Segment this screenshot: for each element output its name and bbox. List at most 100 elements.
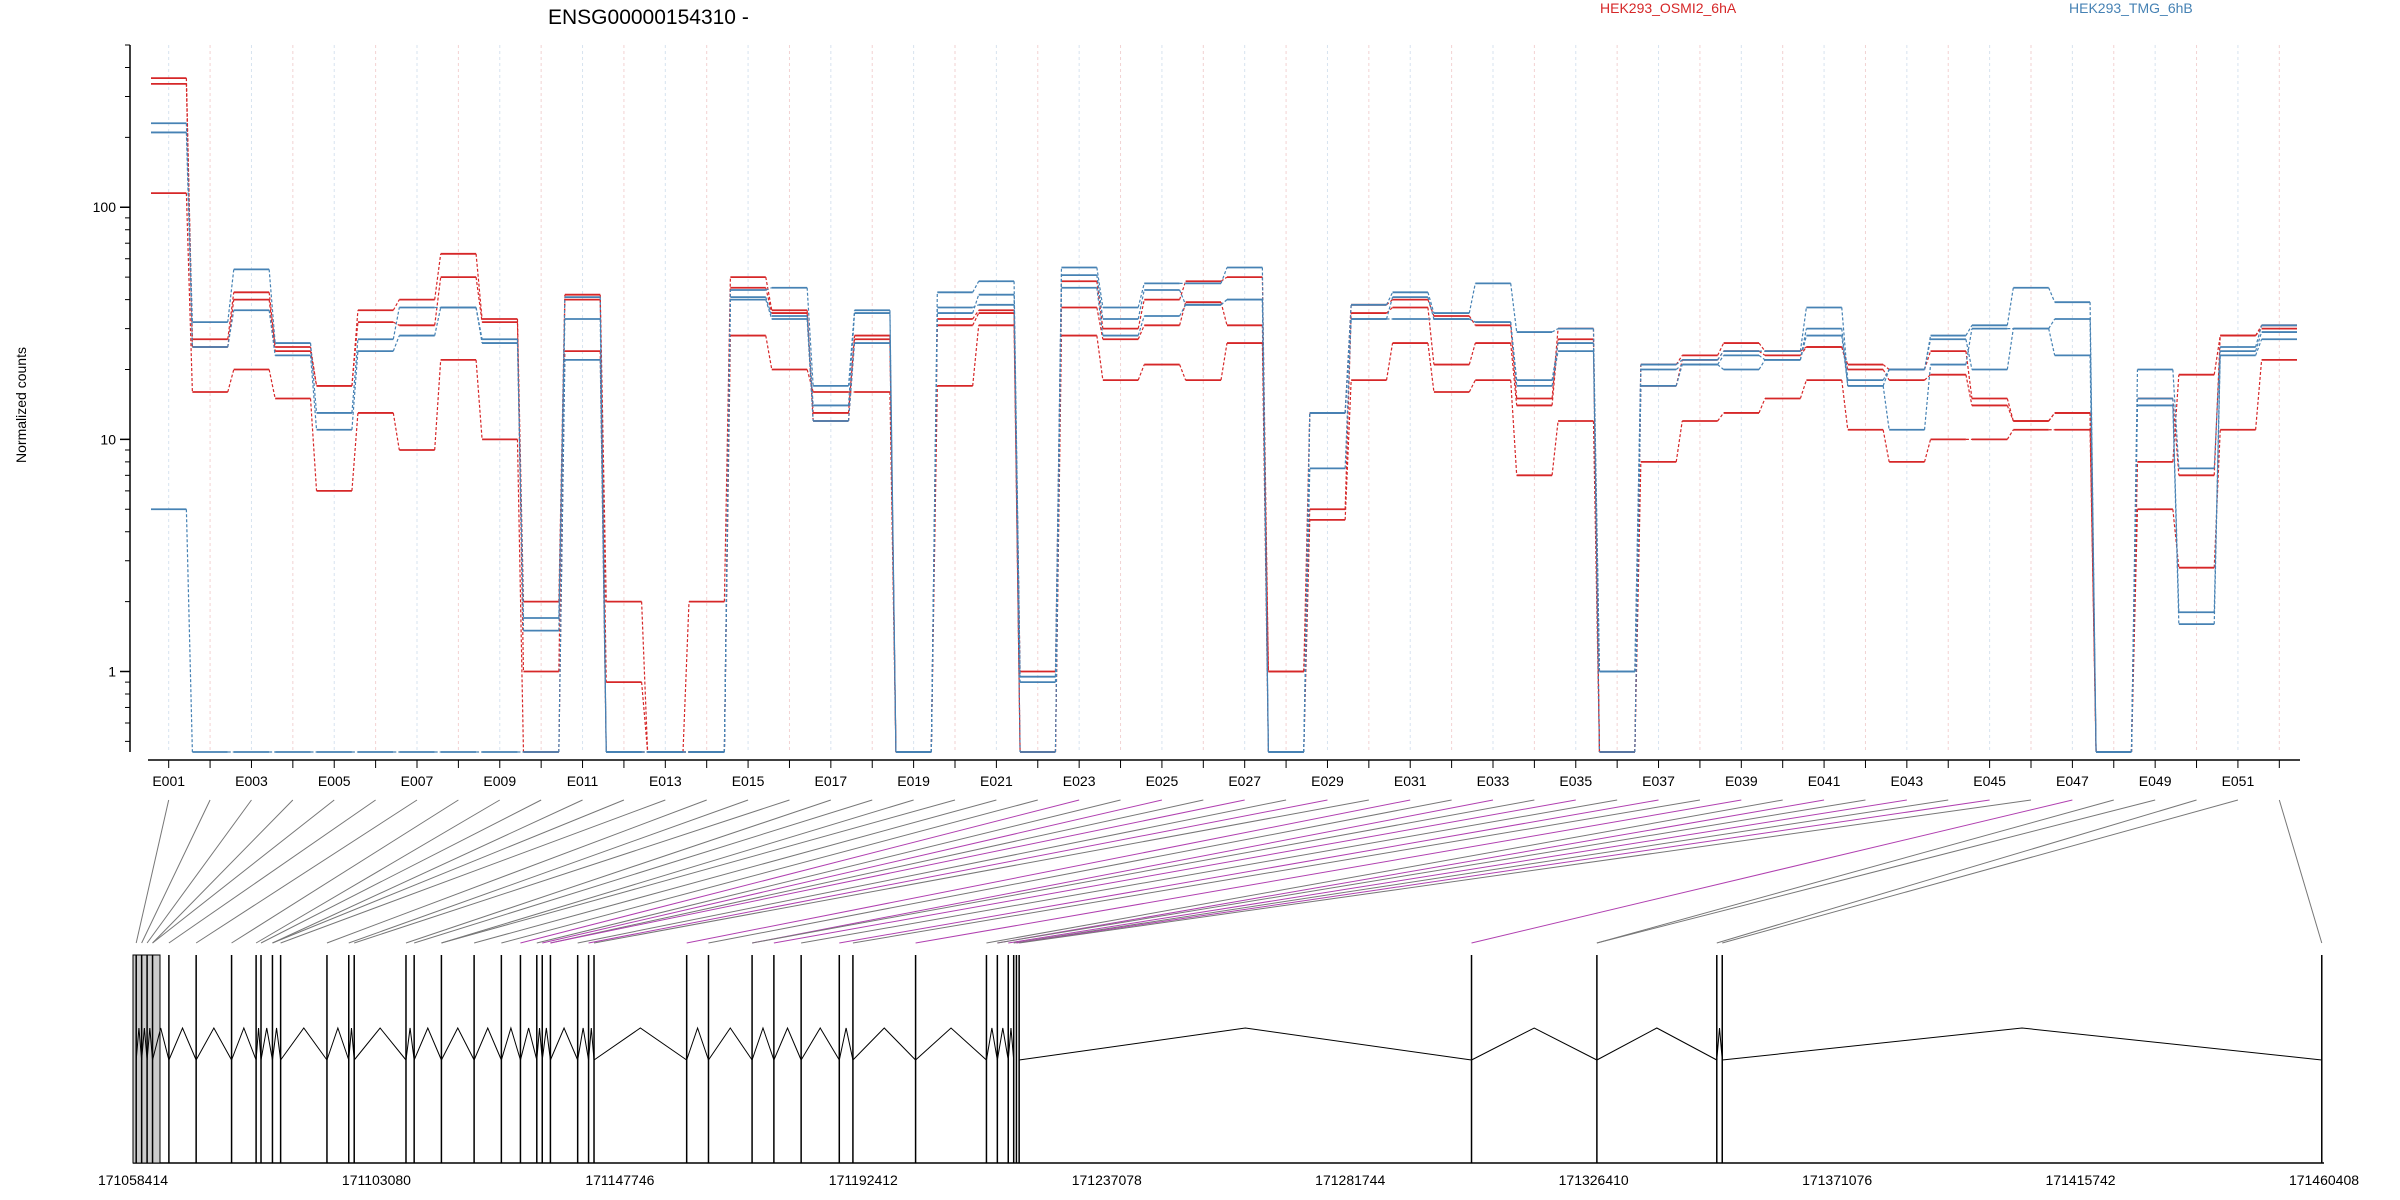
series-connector (1551, 342, 1559, 381)
x-tick-label: E045 (1973, 773, 2006, 789)
series-connector (2255, 331, 2263, 352)
x-tick-label: E003 (235, 773, 268, 789)
series-connector (1675, 420, 1683, 462)
series-connector (2006, 405, 2014, 422)
exon-connector (152, 799, 294, 944)
series-connector (1013, 304, 1021, 753)
intron-chevron (280, 1027, 328, 1061)
series-connector (1510, 342, 1518, 406)
series-connector (2213, 346, 2221, 469)
series-4 (151, 122, 2297, 753)
intron-chevron (1471, 1027, 1598, 1061)
series-connector (2006, 287, 2014, 326)
vertical-gridlines (168, 45, 2280, 752)
intron-chevron (519, 1027, 538, 1061)
series-connector (1137, 289, 1145, 320)
exon-connector (751, 799, 1535, 944)
series-connector (1179, 281, 1187, 300)
series-connector (2213, 335, 2221, 375)
series-connector (1220, 299, 1228, 306)
series-connector (1137, 364, 1145, 381)
intron-chevron (260, 1027, 273, 1061)
series-connector (309, 351, 318, 386)
series-connector (847, 343, 856, 422)
series-connector (765, 287, 772, 291)
genomic-tick-label: 171058414 (98, 1172, 168, 1188)
series-connector (1510, 322, 1518, 386)
exon-connector (1008, 799, 1907, 944)
exon-connector (773, 799, 1576, 944)
genomic-tick-label: 171281744 (1315, 1172, 1385, 1188)
series-connector (1468, 379, 1476, 393)
series-connector (1592, 339, 1601, 753)
series-connector (1096, 335, 1104, 381)
series-connector (1096, 281, 1104, 329)
series-connector (1344, 380, 1352, 520)
series-connector (351, 339, 359, 413)
intron-chevron (473, 1026, 502, 1061)
intron-chevron (195, 1026, 233, 1061)
series-connector (1427, 296, 1435, 320)
series-connector (2006, 398, 2014, 422)
series-connector (475, 359, 483, 440)
x-tick-label: E027 (1228, 773, 1261, 789)
series-connector (1675, 359, 1683, 366)
series-connector (185, 193, 193, 393)
series-connector (1013, 313, 1021, 753)
series-connector (1344, 304, 1352, 413)
x-tick-label: E025 (1146, 773, 1179, 789)
series-connector (393, 321, 400, 326)
series-connector (1841, 307, 1849, 381)
series-connector (972, 325, 980, 386)
series-connector (475, 253, 483, 320)
series-connector (889, 310, 897, 753)
exon-connector (1016, 799, 1990, 944)
series-connector (1882, 385, 1890, 430)
series-connector (1137, 325, 1145, 340)
series-connector (351, 412, 359, 491)
series-connector (185, 123, 193, 323)
series-connector (723, 299, 731, 753)
series-connector (268, 299, 276, 352)
series-connector (972, 304, 979, 309)
series-connector (806, 287, 814, 386)
exon-connector (536, 799, 1121, 944)
y-tick-label: 1 (108, 664, 116, 680)
series-connector (1758, 354, 1766, 361)
x-tick-label: E015 (732, 773, 765, 789)
exon-connector (852, 799, 1701, 944)
series-connector (889, 343, 897, 753)
series-connector (2213, 429, 2221, 568)
series-connector (1675, 364, 1683, 370)
exon-connector (326, 799, 707, 944)
series-connector (309, 398, 318, 491)
series-connector (2213, 335, 2221, 476)
series-connector (806, 369, 814, 393)
series-connector (847, 313, 856, 406)
series-connector (1758, 350, 1766, 356)
series-connector (2048, 287, 2056, 303)
intron-chevron (549, 1026, 579, 1061)
series-connector (599, 359, 607, 753)
series-connector (2172, 398, 2180, 613)
exon-connector (348, 799, 749, 944)
series-connector (765, 287, 773, 314)
series-connector (1469, 318, 1476, 323)
series-connector (1634, 364, 1642, 753)
series-connector (1924, 374, 1931, 381)
exon-connector (550, 799, 1245, 944)
series-connector (1137, 283, 1145, 308)
series-connector (1385, 292, 1394, 306)
exon-connector (231, 799, 459, 944)
series-connector (185, 509, 193, 753)
x-tick-label: E043 (1890, 773, 1923, 789)
exon-connector (272, 799, 583, 944)
intron-chevron (577, 1027, 590, 1061)
series-connector (1758, 342, 1766, 352)
series-connector (268, 310, 276, 356)
series-connector (268, 292, 276, 348)
exon-connector (588, 799, 1328, 944)
series-connector (2089, 355, 2097, 753)
x-axis: E001 E003 E005 E007 E009 E011 E013 E015 E017 E019… (148, 759, 2300, 789)
